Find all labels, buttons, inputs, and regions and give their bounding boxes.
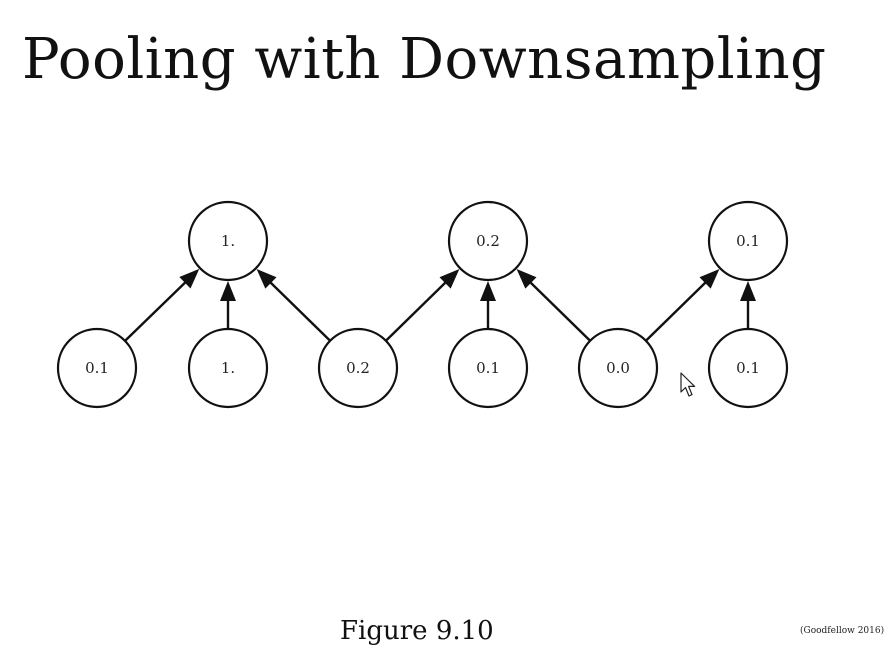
node-input-5: 0.0 [577, 327, 659, 409]
arrowhead-icon [179, 268, 200, 289]
slide-title: Pooling with Downsampling [22, 27, 827, 92]
edge-arrow-input-3-to-pooled-2 [385, 268, 460, 342]
edge-arrow-input-3-to-pooled-1 [256, 268, 331, 342]
node-circle [187, 200, 269, 282]
edge-arrow-input-5-to-pooled-3 [645, 268, 720, 342]
node-input-4: 0.1 [447, 327, 529, 409]
arrowhead-icon [220, 281, 236, 301]
citation: (Goodfellow 2016) [800, 626, 884, 636]
edge-arrow-input-5-to-pooled-2 [516, 268, 591, 342]
edge-arrow-input-4-to-pooled-2 [480, 281, 496, 329]
edge-line [385, 280, 448, 342]
edge-arrow-input-6-to-pooled-3 [740, 281, 756, 329]
node-pooled-2: 0.2 [447, 200, 529, 282]
edge-line [124, 280, 188, 342]
node-label: 0.1 [736, 232, 760, 250]
node-label: 1. [221, 359, 235, 377]
arrowhead-icon [439, 268, 460, 289]
node-circle [447, 327, 529, 409]
arrowhead-icon [256, 268, 277, 289]
edge-layer [124, 268, 756, 342]
node-pooled-1: 1. [187, 200, 269, 282]
node-circle [707, 327, 789, 409]
node-circle [577, 327, 659, 409]
node-label: 1. [221, 232, 235, 250]
node-input-3: 0.2 [317, 327, 399, 409]
edge-line [268, 280, 331, 342]
edge-arrow-input-2-to-pooled-1 [220, 281, 236, 329]
arrowhead-icon [740, 281, 756, 301]
node-circle [317, 327, 399, 409]
edge-line [528, 280, 591, 342]
node-label: 0.2 [346, 359, 370, 377]
node-circle [56, 327, 138, 409]
node-input-2: 1. [187, 327, 269, 409]
node-input-1: 0.1 [56, 327, 138, 409]
arrowhead-icon [699, 268, 720, 289]
edge-arrow-input-1-to-pooled-1 [124, 268, 200, 342]
node-layer: 1. 0.2 0.1 0.1 1. 0.2 0.1 0.0 0.1 [56, 200, 789, 409]
node-label: 0.1 [476, 359, 500, 377]
node-input-6: 0.1 [707, 327, 789, 409]
node-circle [187, 327, 269, 409]
node-label: 0.0 [606, 359, 630, 377]
edge-line [645, 280, 708, 342]
arrowhead-icon [480, 281, 496, 301]
mouse-cursor-icon [680, 372, 696, 397]
node-circle [707, 200, 789, 282]
node-label: 0.1 [736, 359, 760, 377]
node-label: 0.2 [476, 232, 500, 250]
node-pooled-3: 0.1 [707, 200, 789, 282]
node-circle [447, 200, 529, 282]
arrowhead-icon [516, 268, 537, 289]
figure-caption: Figure 9.10 [340, 616, 494, 646]
node-label: 0.1 [85, 359, 109, 377]
